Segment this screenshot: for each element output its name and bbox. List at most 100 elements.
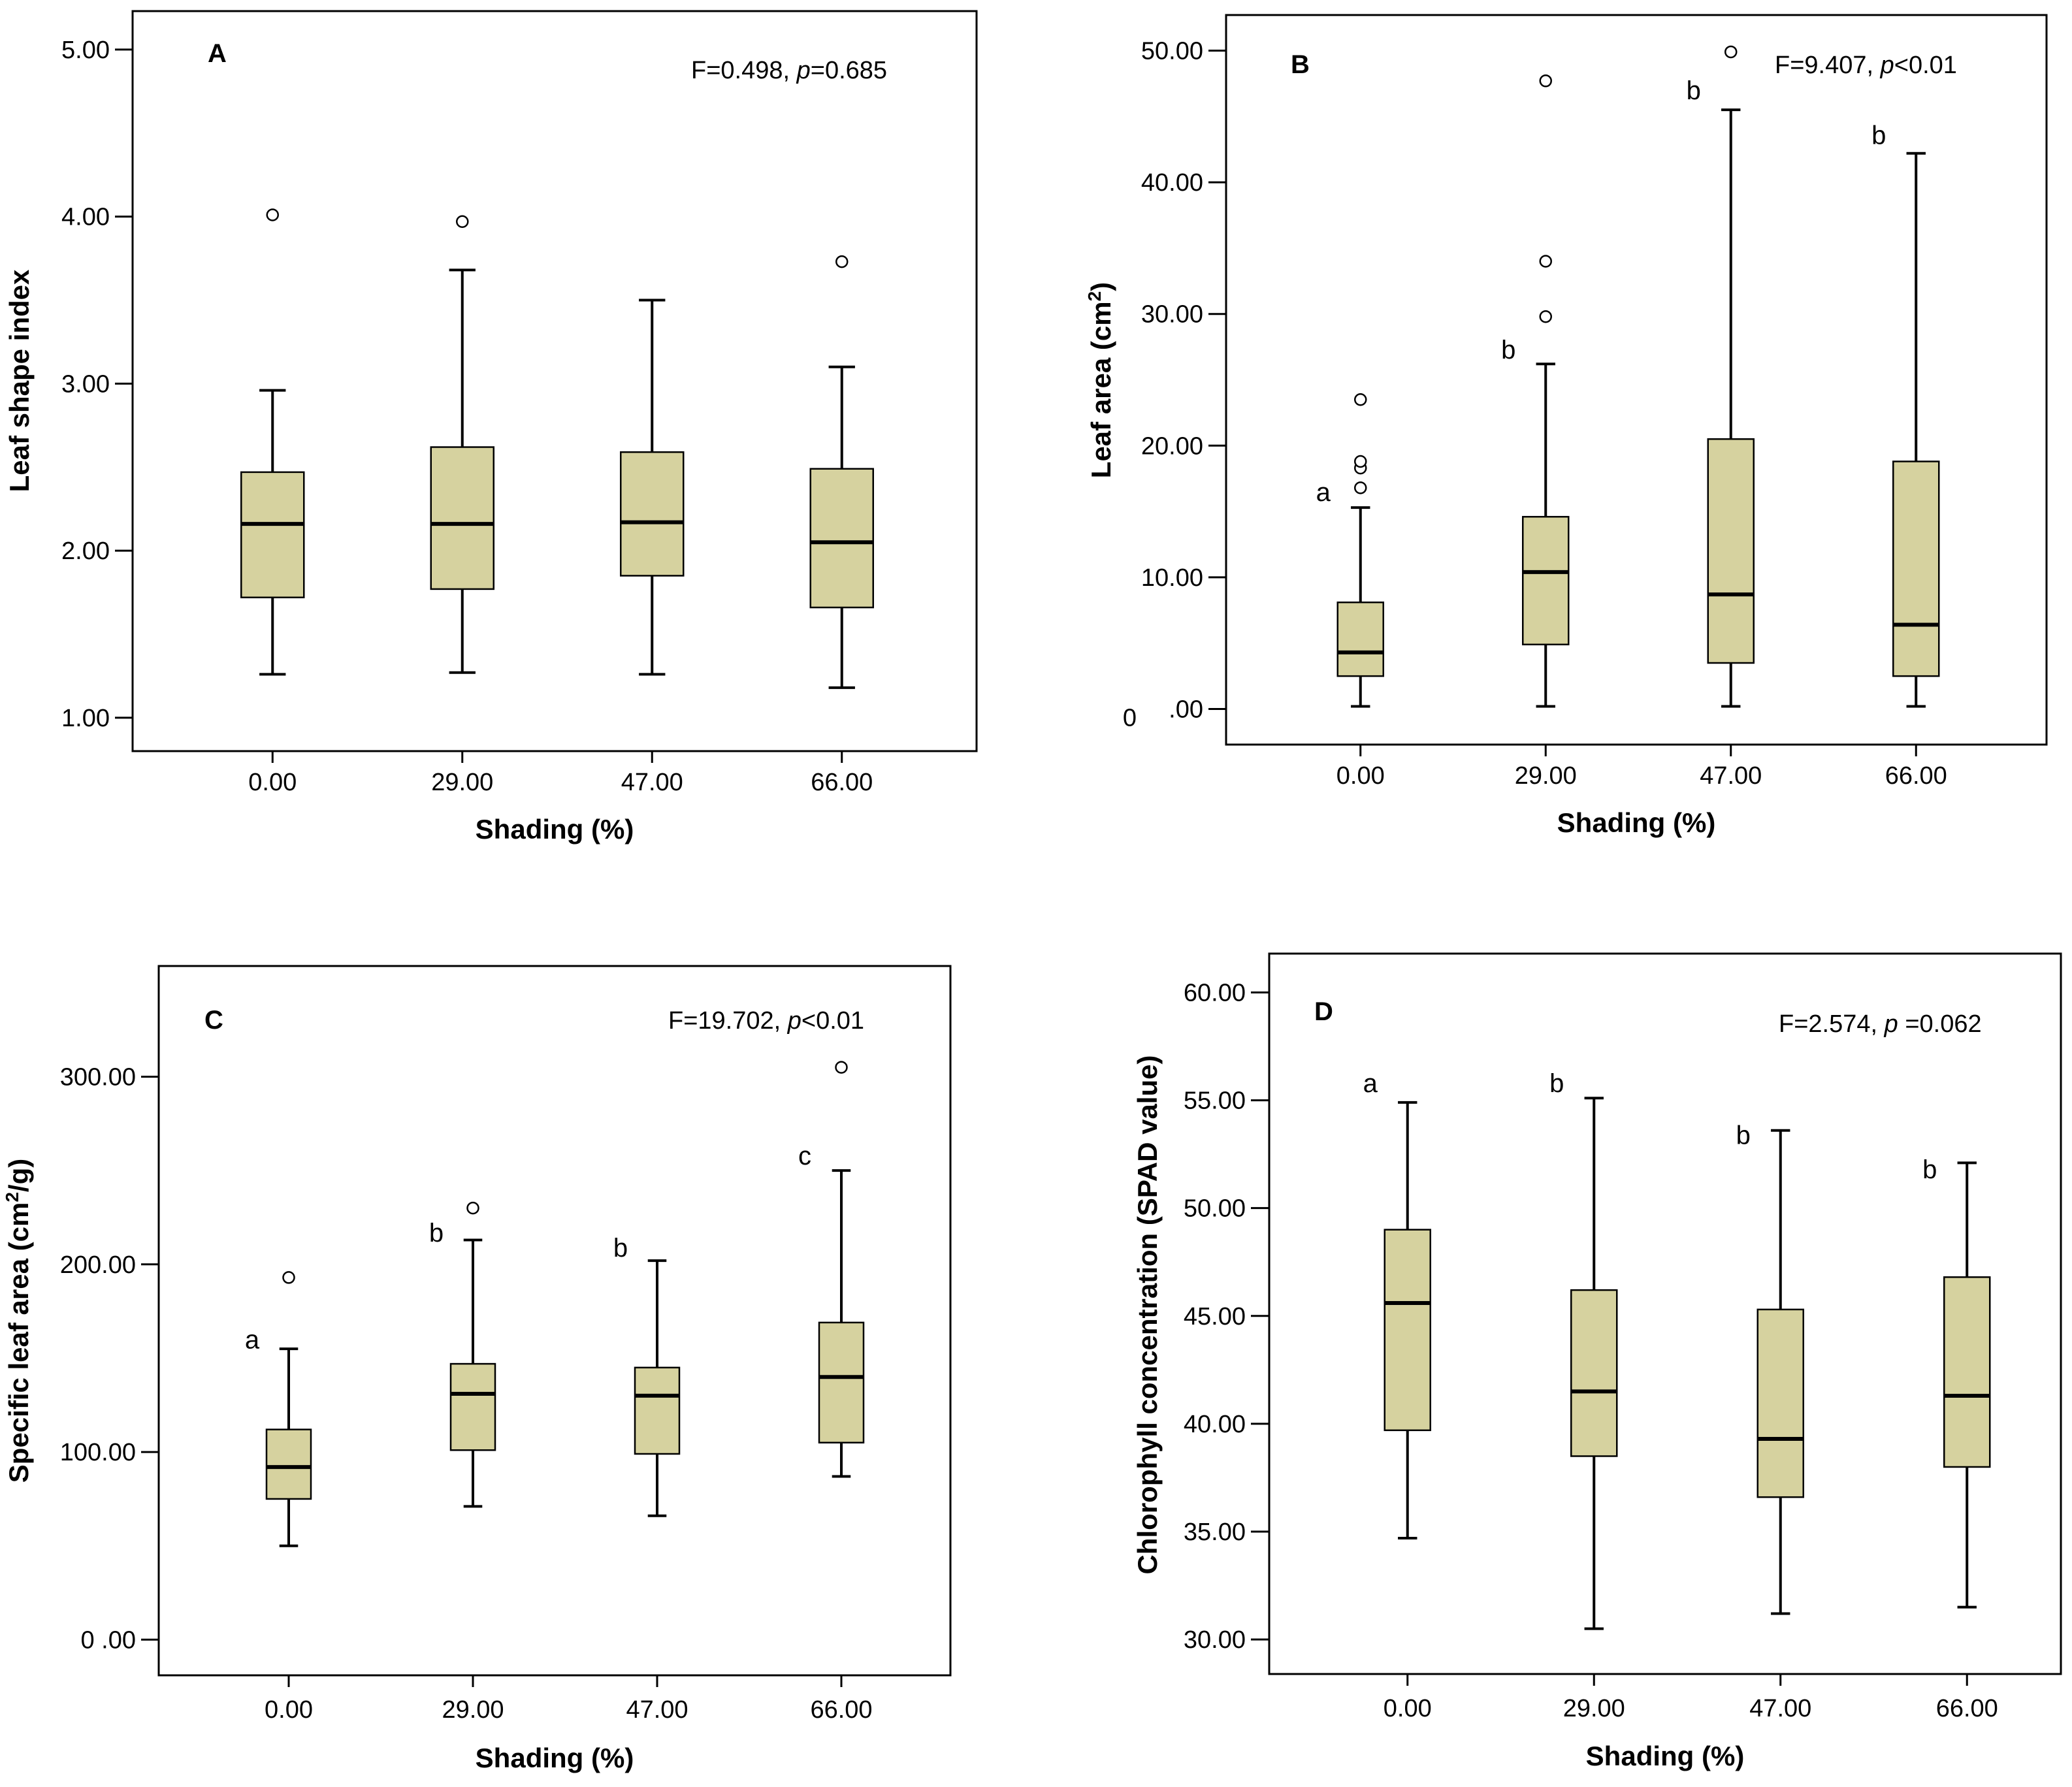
x-tick-label: 66.00 <box>810 1696 872 1724</box>
panel-label: C <box>204 1006 223 1035</box>
y-tick-label: .00 <box>1169 696 1203 724</box>
x-axis-title: Shading (%) <box>476 814 634 845</box>
outlier-point <box>1354 481 1367 494</box>
box-group-3: b <box>1922 1155 1991 1609</box>
y-tick-label: 55.00 <box>1184 1087 1246 1115</box>
y-tick-label: 20.00 <box>1141 432 1203 460</box>
x-tick-label: 47.00 <box>621 769 683 796</box>
box-group-3: c <box>798 1061 865 1478</box>
box-group-2: b <box>613 1234 681 1517</box>
y-axis-title-text: Chlorophyll concentration (SPAD value) <box>1132 1055 1163 1575</box>
y-axis-title: Leaf shape index <box>4 269 35 492</box>
y-tick-label: 0 .00 <box>80 1626 136 1654</box>
box-iqr <box>620 451 685 577</box>
outlier-point <box>835 1061 848 1074</box>
box-group-2: b <box>1736 1121 1804 1615</box>
box-group-3 <box>809 255 874 689</box>
stat-f-value: F=9.407, <box>1775 52 1881 79</box>
stat-p-value: =0.062 <box>1898 1010 1982 1038</box>
y-axis-title-sup: 2 <box>2 1192 22 1202</box>
x-tick-label: 66.00 <box>811 769 873 796</box>
group-letter: b <box>1922 1155 1937 1184</box>
outlier-point <box>835 255 849 268</box>
group-letter: c <box>798 1142 811 1170</box>
x-tick-label: 66.00 <box>1936 1695 1998 1722</box>
x-tick-label: 66.00 <box>1885 762 1947 790</box>
y-tick-label: 30.00 <box>1141 301 1203 329</box>
box-group-1: b <box>1501 74 1570 708</box>
box-group-2: b <box>1687 45 1755 708</box>
y-tick-label: 45.00 <box>1184 1303 1246 1330</box>
y-tick-label: 200.00 <box>60 1251 136 1279</box>
box-group-1 <box>430 215 494 674</box>
stat-annotation: F=0.498, p=0.685 <box>691 57 887 84</box>
panel-label: B <box>1291 50 1310 79</box>
group-letter: b <box>613 1234 628 1263</box>
y-tick-label: 50.00 <box>1141 37 1203 65</box>
outlier-point <box>1539 310 1552 323</box>
outlier-point <box>1354 455 1367 468</box>
group-letter: b <box>1871 121 1886 150</box>
chart-panel-c: 0 .00 100.00 200.00 300.00 0.00 29.00 47.00 66.… <box>2 965 952 1773</box>
group-letter: a <box>1363 1069 1378 1098</box>
box-group-0: a <box>245 1271 312 1547</box>
y-axis-title-text: Leaf shape index <box>4 269 35 492</box>
box-iqr <box>634 1366 681 1455</box>
stat-annotation: F=9.407, p<0.01 <box>1775 52 1957 79</box>
stat-f-value: F=0.498, <box>691 57 797 84</box>
plot-frame <box>1225 14 2048 746</box>
y-axis-title: Specific leaf area (cm2/g) <box>2 1159 35 1483</box>
stat-p-symbol: p <box>1884 1010 1898 1038</box>
y-tick-label: 35.00 <box>1184 1519 1246 1546</box>
y-tick-label: 5.00 <box>61 37 110 64</box>
y-axis-title-end: /g) <box>3 1159 34 1192</box>
y-tick-label: 50.00 <box>1184 1195 1246 1223</box>
plot-frame <box>157 965 952 1677</box>
box-iqr <box>1756 1308 1804 1498</box>
box-iqr <box>809 468 874 609</box>
box-iqr <box>818 1321 865 1443</box>
y-tick-label: 60.00 <box>1184 979 1246 1006</box>
y-zero-label: 0 <box>1123 705 1137 732</box>
y-tick-label: 40.00 <box>1141 169 1203 197</box>
group-letter: b <box>1687 76 1701 105</box>
box-group-1: b <box>1549 1069 1618 1630</box>
panel-label: A <box>208 39 227 68</box>
outlier-point <box>456 215 469 229</box>
group-letter: a <box>245 1326 260 1355</box>
x-tick-label: 0.00 <box>265 1696 313 1724</box>
panel-label: D <box>1314 997 1333 1026</box>
box-iqr <box>1336 601 1384 677</box>
y-axis-title-text: Leaf area (cm <box>1086 301 1116 478</box>
x-tick-label: 47.00 <box>1700 762 1762 790</box>
stat-f-value: F=19.702, <box>668 1007 788 1035</box>
box-iqr <box>430 446 494 590</box>
x-axis-title: Shading (%) <box>1586 1741 1745 1771</box>
y-tick-label: 300.00 <box>60 1064 136 1091</box>
x-tick-label: 29.00 <box>431 769 493 796</box>
group-letter: b <box>1736 1121 1751 1150</box>
y-tick-label: 100.00 <box>60 1439 136 1466</box>
box-group-0: a <box>1363 1069 1431 1539</box>
x-tick-label: 47.00 <box>626 1696 688 1724</box>
chart-panel-b: .00 10.00 20.00 30.00 40.00 50.00 0 0.00 29.00 47… <box>1084 14 2048 838</box>
stat-p-value: =0.685 <box>811 57 887 84</box>
x-tick-label: 29.00 <box>1563 1695 1625 1722</box>
box-group-2 <box>620 298 685 676</box>
stat-p-value: <0.01 <box>801 1007 864 1035</box>
box-group-0: a <box>1316 393 1384 708</box>
box-iqr <box>1384 1229 1431 1432</box>
group-letter: b <box>429 1219 444 1248</box>
group-letter: b <box>1501 336 1515 364</box>
y-tick-label: 10.00 <box>1141 564 1203 592</box>
y-axis-title-text: Specific leaf area (cm <box>3 1202 34 1483</box>
x-tick-label: 0.00 <box>1384 1695 1432 1722</box>
outlier-point <box>282 1271 295 1284</box>
stat-annotation: F=2.574, p =0.062 <box>1779 1010 1982 1038</box>
box-iqr <box>1570 1289 1618 1457</box>
stat-p-symbol: p <box>787 1007 801 1035</box>
y-tick-label: 2.00 <box>61 538 110 565</box>
box-iqr <box>1707 438 1755 664</box>
x-tick-label: 0.00 <box>248 769 297 796</box>
box-group-1: b <box>429 1201 496 1508</box>
